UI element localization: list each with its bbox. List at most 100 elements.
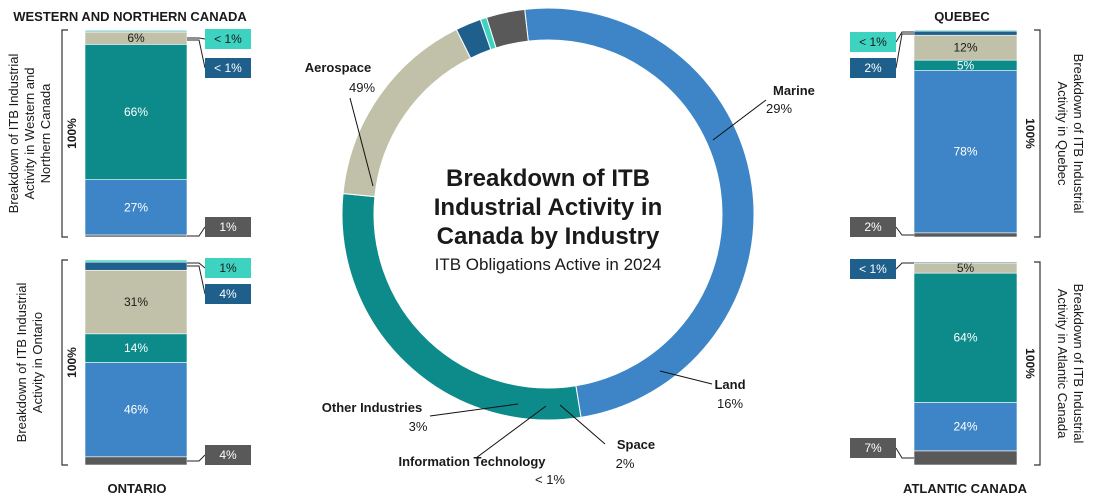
callout-value-space: < 1%	[214, 61, 242, 75]
bar-segment-it	[913, 29, 1018, 32]
slice-value-space: 2%	[616, 456, 635, 471]
axis-title-line: Breakdown of ITB Industrial	[1071, 284, 1086, 444]
axis-title-line: Activity in Atlantic Canada	[1055, 289, 1070, 439]
stacked-bar-panel: QUEBEC 78% 5% 12% < 1% 2% 2% 100% Breakdown of I…	[850, 9, 1086, 238]
donut-title-line: Canada by Industry	[437, 223, 660, 250]
bracket-label: 100%	[65, 118, 79, 149]
leader-line-space	[559, 404, 606, 445]
callout-value-other: 7%	[864, 441, 882, 455]
bracket	[1034, 29, 1041, 238]
axis-title-line: Activity in Western and	[22, 68, 37, 200]
callout-value-it: < 1%	[214, 32, 242, 46]
callout-leader-it	[187, 262, 206, 269]
callout-value-other: 2%	[864, 220, 882, 234]
bar-value-label: 12%	[953, 41, 977, 55]
callout-value-other: 1%	[219, 220, 237, 234]
bracket-label: 100%	[1023, 348, 1037, 379]
bar-segment-land	[84, 269, 188, 335]
axis-title: Breakdown of ITB IndustrialActivity in Q…	[1055, 54, 1086, 214]
callout-leader-space	[895, 262, 914, 270]
axis-title: Breakdown of ITB IndustrialActivity in O…	[14, 283, 45, 443]
leader-line-other	[429, 403, 519, 417]
bracket	[1034, 261, 1041, 466]
callout-leader-space	[187, 39, 206, 69]
bar-segment-aerospace	[913, 70, 1018, 234]
callout-leader-it	[895, 31, 914, 43]
bar-segment-space	[913, 30, 1018, 36]
leader-line-it	[475, 405, 547, 459]
callout-box-space	[205, 284, 251, 304]
slice-name-marine: Marine	[773, 83, 815, 98]
slice-value-aerospace: 49%	[349, 80, 375, 95]
callout-value-space: 4%	[219, 287, 237, 301]
bar-segment-other	[84, 234, 188, 238]
bar-value-label: 5%	[957, 58, 975, 72]
bar-segment-marine	[913, 272, 1018, 403]
bracket	[61, 29, 68, 238]
slice-value-other: 3%	[409, 419, 428, 434]
region-name: WESTERN AND NORTHERN CANADA	[13, 9, 247, 24]
callout-leader-space	[187, 265, 206, 295]
donut-subtitle: ITB Obligations Active in 2024	[435, 255, 662, 274]
region-name: ATLANTIC CANADA	[903, 481, 1028, 496]
callout-box-other	[205, 445, 251, 465]
callout-box-it	[850, 32, 896, 52]
callout-leader-other	[895, 226, 914, 236]
axis-title-line: Activity in Ontario	[30, 312, 45, 413]
bar-value-label: 31%	[124, 295, 148, 309]
callout-box-other	[850, 438, 896, 458]
bar-segment-marine	[84, 44, 188, 180]
donut-title-line: Breakdown of ITB	[446, 165, 650, 192]
callout-value-space: 2%	[864, 61, 882, 75]
bar-segment-aerospace	[913, 402, 1018, 452]
bracket-label: 100%	[65, 347, 79, 378]
bracket-label: 100%	[1023, 118, 1037, 149]
callout-box-space	[205, 58, 251, 78]
callout-leader-other	[187, 226, 206, 237]
region-name: QUEBEC	[934, 9, 990, 24]
bar-segment-other	[84, 456, 188, 466]
bar-segment-marine	[84, 333, 188, 363]
slice-name-other: Other Industries	[322, 400, 422, 415]
slice-value-land: 16%	[717, 396, 743, 411]
stacked-bar-panel: ONTARIO 46% 14% 31% 1% 4% 4% 100% Breakdown of I…	[14, 258, 251, 496]
callout-value-it: 1%	[219, 261, 237, 275]
bar-segment-it	[84, 29, 188, 32]
slice-name-aerospace: Aerospace	[305, 60, 371, 75]
bar-value-label: 6%	[127, 31, 145, 45]
leader-line-aerospace	[349, 97, 374, 187]
bar-segment-land	[913, 34, 1018, 61]
callout-box-other	[850, 217, 896, 237]
bar-segment-other	[913, 232, 1018, 238]
callout-box-it	[205, 29, 251, 49]
bar-value-label: 66%	[124, 105, 148, 119]
donut-title-line: Industrial Activity in	[434, 194, 662, 221]
slice-value-it: < 1%	[535, 472, 565, 487]
bracket	[61, 259, 68, 466]
leader-line-marine	[712, 99, 767, 141]
callout-box-it	[205, 258, 251, 278]
axis-title-line: Breakdown of ITB Industrial	[6, 54, 21, 214]
bar-segment-space	[84, 261, 188, 271]
axis-title: Breakdown of ITB IndustrialActivity in W…	[6, 54, 53, 214]
stacked-bar-panel: ATLANTIC CANADA 24% 64% 5% < 1% 7% 100% Breakdo…	[850, 259, 1086, 496]
bar-value-label: 78%	[953, 145, 977, 159]
leader-line-land	[659, 370, 713, 385]
callout-value-it: < 1%	[859, 35, 887, 49]
axis-title: Breakdown of ITB IndustrialActivity in A…	[1055, 284, 1086, 444]
callout-leader-other	[895, 447, 914, 459]
axis-title-line: Breakdown of ITB Industrial	[14, 283, 29, 443]
slice-name-land: Land	[714, 377, 745, 392]
donut-slice-aerospace	[524, 7, 755, 418]
callout-leader-space	[895, 33, 914, 69]
bar-value-label: 64%	[953, 331, 977, 345]
axis-title-line: Northern Canada	[38, 83, 53, 183]
callout-box-other	[205, 217, 251, 237]
slice-value-marine: 29%	[766, 101, 792, 116]
bar-value-label: 14%	[124, 341, 148, 355]
callout-leader-other	[187, 454, 206, 462]
stacked-bar-panel: WESTERN AND NORTHERN CANADA 27% 66% 6% < 1% <…	[6, 9, 251, 238]
callout-box-space	[850, 259, 896, 279]
